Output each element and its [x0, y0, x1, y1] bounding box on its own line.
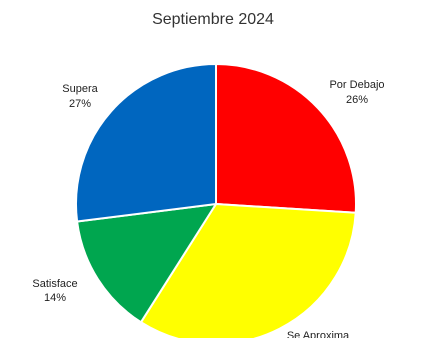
pie-slice-supera	[75, 63, 217, 223]
slice-label-satisface: Satisface	[32, 278, 77, 290]
pie-slice-se-aproxima	[139, 203, 357, 338]
slice-label-supera: Supera	[62, 83, 98, 95]
pie-slices	[75, 63, 357, 338]
slice-percent-supera: 27%	[69, 98, 91, 110]
slice-label-se-aproxima: Se Aproxima	[287, 330, 350, 338]
pie-slice-satisface	[76, 203, 217, 324]
chart-title: Septiembre 2024	[152, 11, 274, 28]
slice-percent-por-debajo: 26%	[346, 94, 368, 106]
slice-percent-satisface: 14%	[44, 292, 66, 304]
pie-slice-por-debajo	[215, 63, 357, 214]
slice-label-por-debajo: Por Debajo	[329, 79, 384, 91]
pie-data-labels: Por Debajo 26% Se Aproxima Satisface 14% Supe…	[32, 79, 384, 338]
